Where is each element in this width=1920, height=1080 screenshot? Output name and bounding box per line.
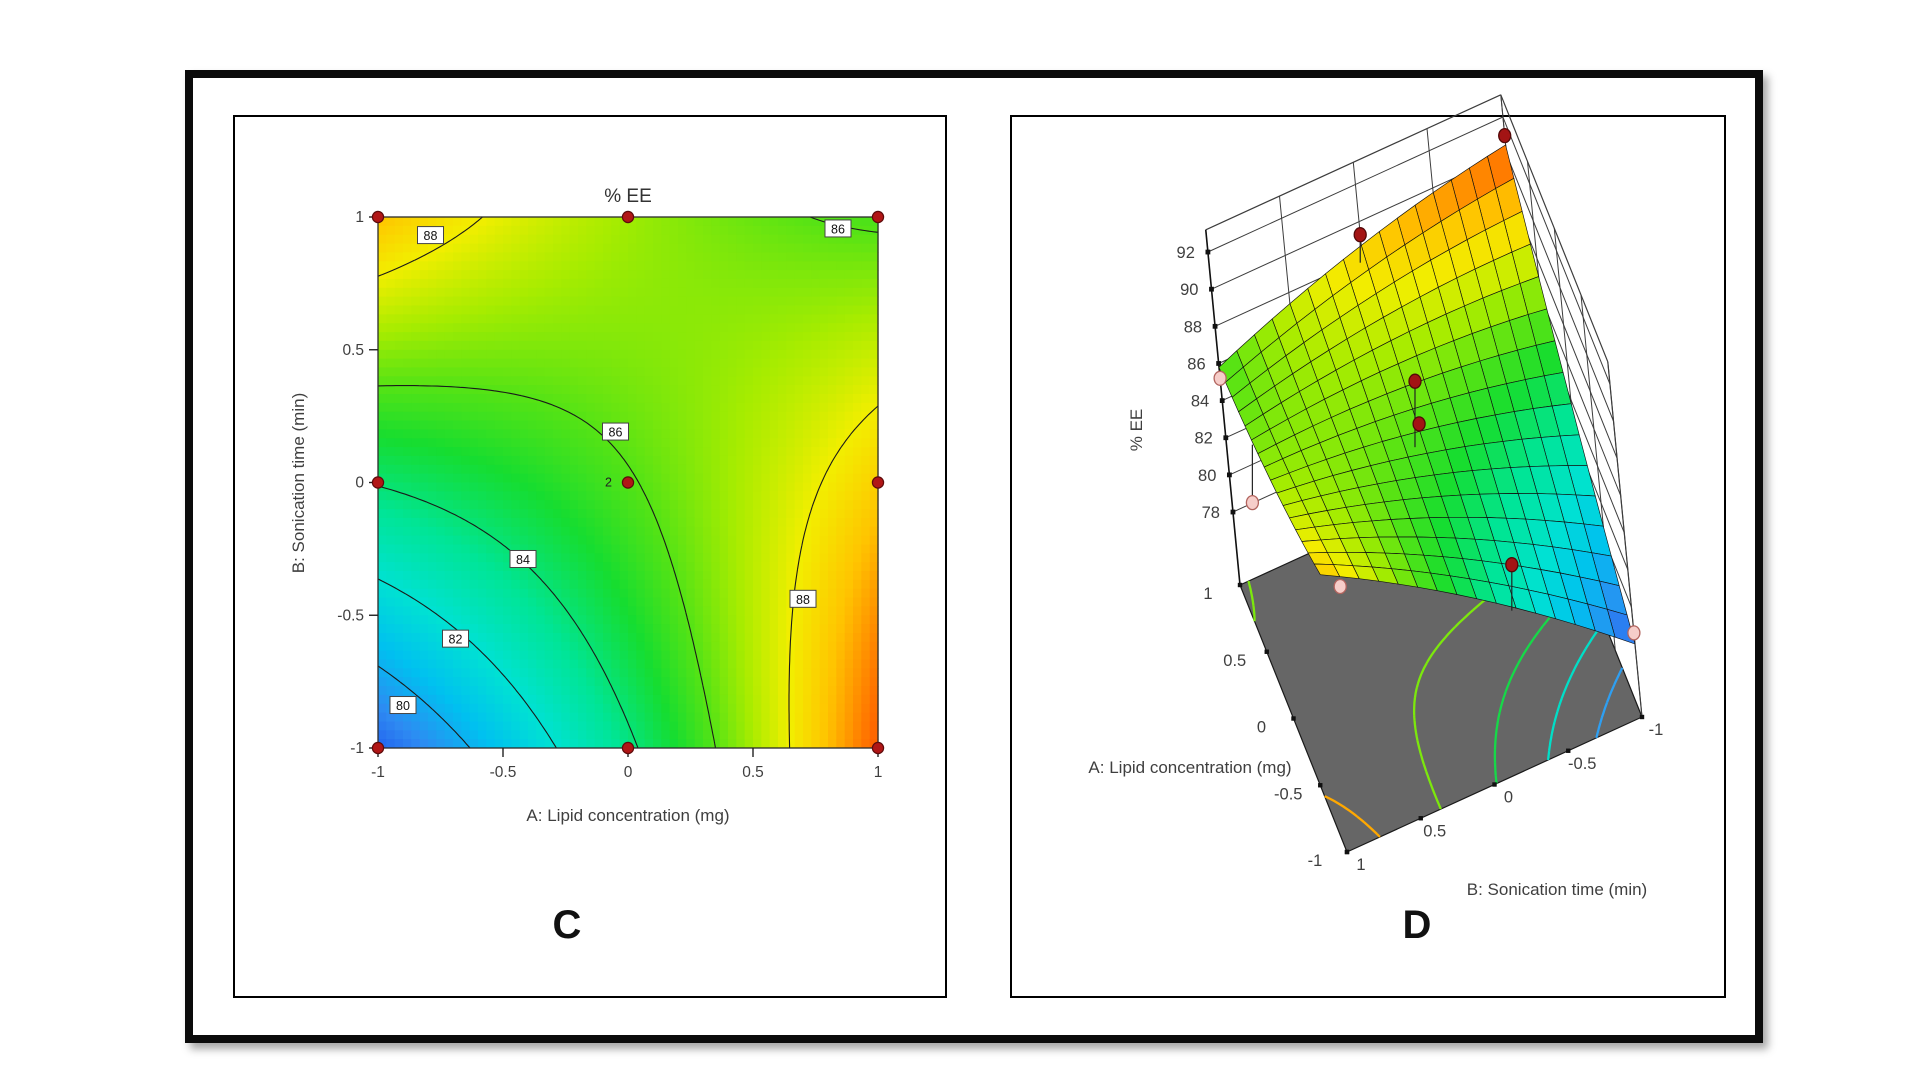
svg-text:82: 82 [1194,430,1212,448]
svg-text:84: 84 [1191,393,1209,411]
svg-text:88: 88 [424,229,438,243]
svg-text:1: 1 [874,764,883,781]
svg-text:0: 0 [1257,719,1266,737]
svg-text:88: 88 [1184,318,1202,336]
contour-level-labels: 88 86 86 84 82 80 88 [389,219,852,715]
svg-text:86: 86 [609,426,623,440]
svg-text:-0.5: -0.5 [1274,785,1302,803]
svg-text:1: 1 [1356,856,1365,874]
svg-text:86: 86 [831,222,845,236]
svg-text:88: 88 [796,593,810,607]
svg-text:1: 1 [1203,585,1212,603]
surface-design-points [1213,127,1641,641]
svg-text:-1: -1 [1649,721,1664,739]
svg-text:-1: -1 [1308,852,1323,870]
surface-b-axis-label: B: Sonication time (min) [1466,880,1648,899]
panel-d-letter: D [1402,903,1432,947]
svg-text:-0.5: -0.5 [490,764,517,781]
svg-text:-0.5: -0.5 [1568,755,1596,773]
contour-x-axis-label: A: Lipid concentration (mg) [526,806,730,825]
svg-text:0.5: 0.5 [342,342,364,359]
surface-a-axis-label: A: Lipid concentration (mg) [1088,758,1292,777]
surface-mesh [1218,144,1636,645]
svg-text:92: 92 [1177,244,1195,262]
svg-text:80: 80 [396,699,410,713]
contour-plot: -1 -0.5 0 0.5 1 1 0.5 0 -0.5 -1 2 88 86 86 84 82 80 88 [337,209,885,781]
contour-title: % EE [604,186,652,207]
svg-text:1: 1 [355,209,364,226]
svg-text:0.5: 0.5 [1223,652,1246,670]
svg-text:-1: -1 [350,740,364,757]
svg-text:78: 78 [1202,504,1220,522]
svg-text:86: 86 [1187,355,1205,373]
svg-text:82: 82 [449,633,463,647]
panel-c-letter: C [552,903,582,947]
z-axis: 78 80 82 84 86 88 90 92 [1177,229,1241,586]
contour-axis-ticks: -1 -0.5 0 0.5 1 1 0.5 0 -0.5 -1 [337,209,882,781]
svg-text:0.5: 0.5 [742,764,764,781]
surface-plot: 78 80 82 84 86 88 90 92 1 0.5 0 -0.5 -1 1 0.5 0 -0.5 -1 [1177,94,1664,874]
svg-text:80: 80 [1198,467,1216,485]
contour-design-points: 2 [371,210,885,755]
floor-axis-ticks: 1 0.5 0 -0.5 -1 1 0.5 0 -0.5 -1 [1203,582,1664,874]
svg-text:90: 90 [1180,281,1198,299]
svg-text:-1: -1 [371,764,385,781]
svg-text:0: 0 [1504,789,1513,807]
surface-z-axis-label: % EE [1127,408,1146,452]
svg-text:2: 2 [605,476,612,490]
svg-text:84: 84 [516,553,530,567]
contour-lines [377,216,879,749]
svg-text:0.5: 0.5 [1423,822,1446,840]
svg-text:0: 0 [355,475,364,492]
svg-text:-0.5: -0.5 [337,607,364,624]
contour-y-axis-label: B: Sonication time (min) [289,392,308,574]
svg-text:0: 0 [624,764,633,781]
